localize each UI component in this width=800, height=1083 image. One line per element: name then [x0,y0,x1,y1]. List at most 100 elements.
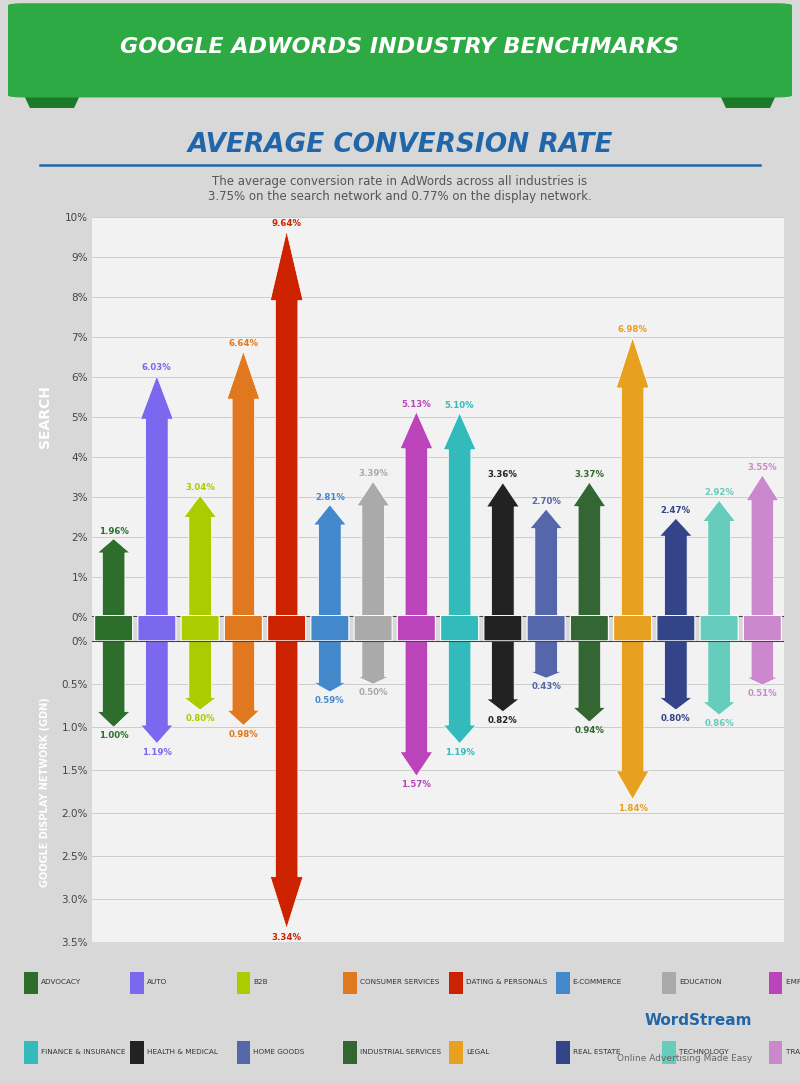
Text: INDUSTRIAL SERVICES: INDUSTRIAL SERVICES [360,1048,441,1055]
Polygon shape [314,641,346,692]
Text: REAL ESTATE: REAL ESTATE [573,1048,620,1055]
Text: 3.04%: 3.04% [185,483,215,493]
Text: 2.92%: 2.92% [704,488,734,497]
Polygon shape [720,95,776,155]
Text: 0.86%: 0.86% [704,719,734,729]
Polygon shape [24,95,80,155]
Text: 2.81%: 2.81% [315,493,345,501]
Text: FINANCE & INSURANCE: FINANCE & INSURANCE [41,1048,125,1055]
FancyBboxPatch shape [267,615,306,641]
Polygon shape [400,641,433,777]
Text: AUTO: AUTO [147,979,167,986]
Text: WordStream: WordStream [645,1013,752,1028]
Polygon shape [530,509,562,617]
FancyBboxPatch shape [570,615,609,641]
Polygon shape [184,496,217,617]
Polygon shape [486,641,519,712]
Bar [237,973,250,994]
Polygon shape [227,351,260,617]
Text: HEALTH & MEDICAL: HEALTH & MEDICAL [147,1048,218,1055]
Text: ADVOCACY: ADVOCACY [41,979,81,986]
Bar [24,1042,38,1064]
Text: DATING & PERSONALS: DATING & PERSONALS [466,979,547,986]
Polygon shape [357,641,390,684]
Text: 0.98%: 0.98% [229,730,258,739]
FancyBboxPatch shape [527,615,565,641]
Text: 3.36%: 3.36% [488,470,518,480]
Text: SEARCH: SEARCH [38,386,52,448]
Bar [556,973,570,994]
Text: 1.19%: 1.19% [445,747,474,757]
Polygon shape [486,483,519,617]
FancyBboxPatch shape [700,615,738,641]
Polygon shape [314,505,346,617]
Text: 5.10%: 5.10% [445,401,474,409]
Text: 2.70%: 2.70% [531,497,561,506]
Text: TECHNOLOGY: TECHNOLOGY [679,1048,729,1055]
Text: 0.80%: 0.80% [186,715,215,723]
Text: 0.50%: 0.50% [358,689,388,697]
FancyBboxPatch shape [441,615,478,641]
FancyBboxPatch shape [311,615,349,641]
Polygon shape [357,482,390,617]
Bar [556,1042,570,1064]
Text: 1.00%: 1.00% [99,731,129,741]
FancyBboxPatch shape [94,615,133,641]
FancyBboxPatch shape [484,615,522,641]
Bar [662,973,676,994]
Text: 1.57%: 1.57% [402,781,431,790]
FancyBboxPatch shape [354,615,392,641]
FancyBboxPatch shape [743,615,782,641]
Polygon shape [573,641,606,722]
Bar [450,1042,463,1064]
Polygon shape [703,500,735,617]
Polygon shape [659,519,692,617]
Polygon shape [184,641,217,710]
Text: 5.13%: 5.13% [402,400,431,408]
Text: 2.47%: 2.47% [661,506,691,516]
Polygon shape [530,641,562,678]
Text: 0.80%: 0.80% [661,715,690,723]
FancyBboxPatch shape [138,615,176,641]
Polygon shape [141,376,173,617]
Bar [24,973,38,994]
Polygon shape [573,482,606,617]
Polygon shape [98,538,130,617]
Text: 0.51%: 0.51% [747,689,777,699]
Polygon shape [443,413,476,617]
FancyBboxPatch shape [614,615,652,641]
FancyBboxPatch shape [8,3,792,97]
Text: 6.98%: 6.98% [618,325,647,335]
Text: 3.37%: 3.37% [574,470,604,479]
Text: HOME GOODS: HOME GOODS [254,1048,305,1055]
FancyBboxPatch shape [181,615,219,641]
Text: 1.19%: 1.19% [142,747,172,757]
Text: B2B: B2B [254,979,268,986]
Text: E-COMMERCE: E-COMMERCE [573,979,622,986]
Polygon shape [270,641,303,928]
Polygon shape [746,641,778,686]
Text: 3.55%: 3.55% [747,462,777,472]
Text: 1.96%: 1.96% [98,526,129,536]
Bar [130,1042,144,1064]
FancyBboxPatch shape [398,615,435,641]
Text: Online Advertising Made Easy: Online Advertising Made Easy [617,1054,752,1062]
Text: The average conversion rate in AdWords across all industries is
3.75% on the sea: The average conversion rate in AdWords a… [208,175,592,204]
Polygon shape [270,231,303,617]
Text: 0.43%: 0.43% [531,682,561,691]
Polygon shape [443,641,476,744]
Bar [662,1042,676,1064]
Polygon shape [616,338,649,617]
Bar [130,973,144,994]
Text: 6.64%: 6.64% [228,339,258,348]
Bar [769,1042,782,1064]
Polygon shape [659,641,692,710]
Polygon shape [703,641,735,715]
Polygon shape [98,641,130,727]
Text: 9.64%: 9.64% [272,219,302,227]
Bar [343,973,357,994]
Text: EMPLOYMENT SERVICES: EMPLOYMENT SERVICES [786,979,800,986]
Polygon shape [616,641,649,799]
Polygon shape [141,641,173,744]
FancyBboxPatch shape [657,615,695,641]
